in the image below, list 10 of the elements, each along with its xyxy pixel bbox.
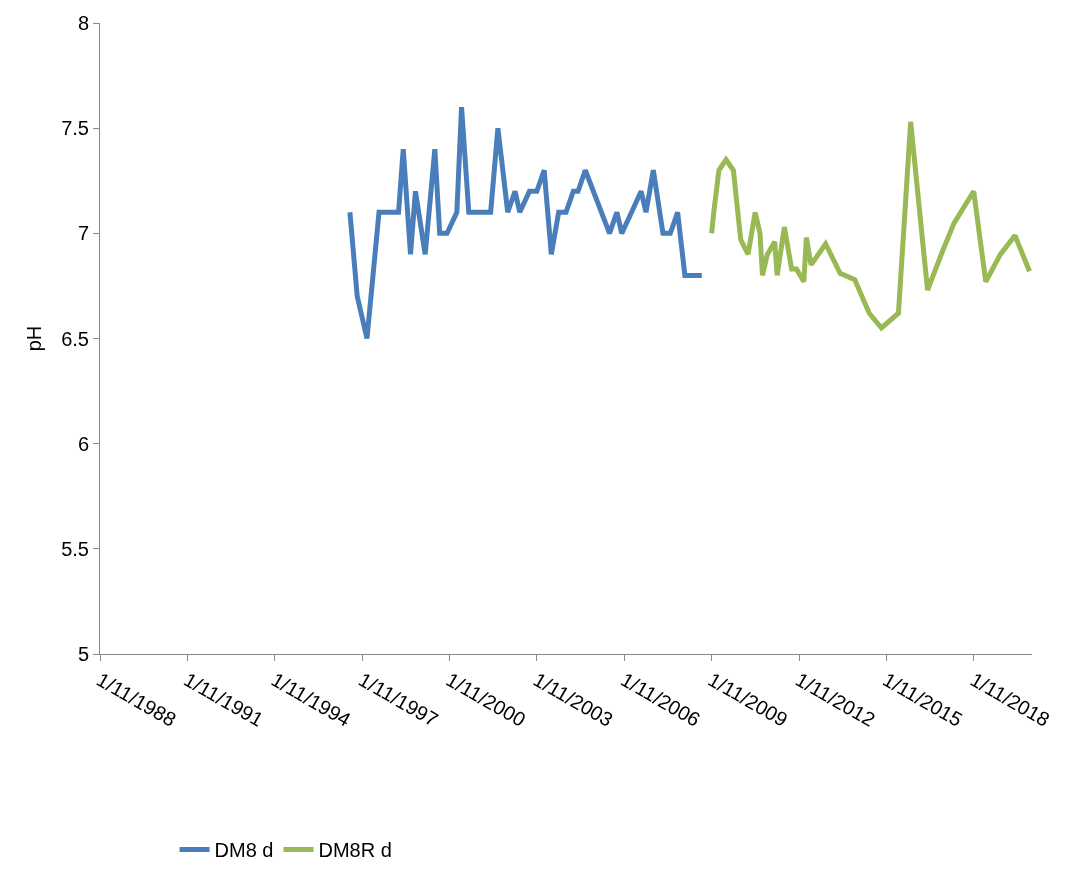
legend-label: DM8 d [214, 839, 274, 862]
y-tick-label: 5 [77, 643, 89, 665]
y-tick-label: 7.5 [61, 117, 89, 140]
legend-label: DM8R d [318, 839, 392, 862]
y-tick-label: 7 [77, 222, 89, 245]
y-tick-label: 8 [77, 12, 89, 34]
y-tick-label: 6.5 [61, 327, 89, 350]
y-axis-title: pH [22, 325, 45, 352]
y-tick-label: 5.5 [61, 537, 89, 560]
y-tick-label: 6 [77, 432, 89, 455]
